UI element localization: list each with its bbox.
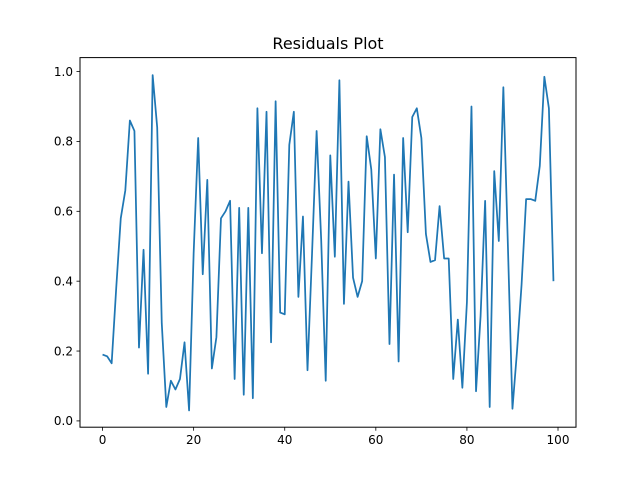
plot-frame [79,57,577,428]
x-tick-label: 60 [368,433,383,447]
series-layer [102,74,555,412]
x-tick-label: 40 [277,433,292,447]
x-tick-label: 20 [186,433,201,447]
y-tick-label: 0.4 [54,274,73,288]
y-tick-label: 0.6 [54,205,73,219]
x-tick-label: 80 [459,433,474,447]
x-axis: 0 20 40 60 80 100 [99,427,570,447]
x-tick-label: 100 [547,433,570,447]
chart-title: Residuals Plot [272,34,383,53]
y-axis: 0.0 0.2 0.4 0.6 0.8 1.0 [54,65,80,428]
y-tick-label: 0.2 [54,344,73,358]
y-tick-label: 0.8 [54,135,73,149]
x-tick-label: 0 [99,433,107,447]
y-tick-label: 0.0 [54,414,73,428]
y-tick-label: 1.0 [54,65,73,79]
residuals-line [102,74,555,412]
